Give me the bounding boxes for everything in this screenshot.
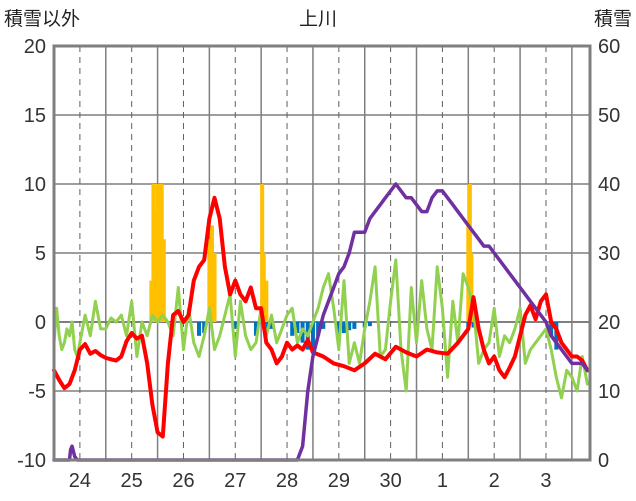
y-right-axis-label: 積雪 [594, 8, 632, 30]
precip-bar [264, 280, 269, 322]
plot-frame [52, 44, 592, 462]
x-tick-label: 24 [69, 470, 91, 492]
y-left-tick-label: -10 [17, 450, 46, 472]
negative_bars-bar [310, 322, 315, 350]
y-right-tick-label: 50 [598, 105, 620, 127]
x-tick-label: 28 [276, 470, 298, 492]
x-tick-label: 2 [489, 470, 500, 492]
precip-bar [155, 184, 160, 322]
y-right-tick-label: 10 [598, 381, 620, 403]
y-right-tick-label: 30 [598, 243, 620, 265]
series-lines [52, 182, 590, 462]
negative_bars-bar [202, 322, 207, 334]
chart-title: 上川 [299, 8, 337, 30]
precip-bar [161, 239, 166, 322]
y-left-ticks: 20 15 10 5 0 -5 -10 [17, 36, 46, 472]
negative_bars-bar [295, 322, 300, 334]
temperature-line [52, 195, 590, 439]
y-right-tick-label: 40 [598, 174, 620, 196]
x-tick-label: 25 [121, 470, 143, 492]
y-right-tick-label: 60 [598, 36, 620, 58]
y-left-tick-label: -5 [28, 381, 46, 403]
y-left-tick-label: 20 [24, 36, 46, 58]
negative_bars-bar [264, 322, 269, 332]
negative_bars-bar [352, 322, 357, 329]
x-tick-label: 30 [379, 470, 401, 492]
precip-bar [209, 225, 214, 322]
y-left-tick-label: 15 [24, 105, 46, 127]
y-left-axis-label: 積雪以外 [4, 8, 80, 30]
negative_bars-bar [367, 322, 372, 327]
bars [149, 184, 559, 350]
y-right-tick-label: 0 [598, 450, 609, 472]
precip-bar [153, 211, 158, 322]
negative_bars-bar [347, 322, 352, 331]
snow_depth-line [52, 182, 590, 462]
negative_bars-bar [554, 322, 559, 350]
negative_bars-bar [233, 322, 238, 329]
precip-bar [149, 280, 154, 322]
precip-bar [159, 184, 164, 322]
precip-bar [207, 239, 212, 322]
wind-line [52, 258, 589, 400]
x-tick-label: 1 [437, 470, 448, 492]
negative_bars-bar [549, 322, 554, 336]
negative_bars-bar [290, 322, 295, 336]
negative_bars-bar [253, 322, 258, 336]
negative_bars-bar [471, 322, 476, 328]
y-left-tick-label: 10 [24, 174, 46, 196]
y-left-tick-label: 0 [35, 312, 46, 334]
precip-bar [157, 184, 162, 322]
negative_bars-bar [197, 322, 202, 336]
precip-bar [151, 184, 156, 322]
x-tick-label: 26 [172, 470, 194, 492]
negative_bars-bar [342, 322, 347, 334]
precip-bar [469, 253, 474, 322]
grid [54, 45, 590, 461]
negative_bars-bar [321, 322, 326, 329]
y-left-tick-label: 5 [35, 243, 46, 265]
y-right-tick-label: 20 [598, 312, 620, 334]
precip-bar [261, 253, 266, 322]
x-ticks: 24 25 26 27 28 29 30 1 2 3 [69, 470, 552, 492]
x-tick-label: 3 [540, 470, 551, 492]
negative_bars-bar [336, 322, 341, 336]
negative_bars-bar [269, 322, 274, 329]
x-tick-label: 27 [224, 470, 246, 492]
y-right-ticks: 60 50 40 30 20 10 0 [598, 36, 620, 472]
precip-bar [212, 253, 217, 322]
x-tick-label: 29 [328, 470, 350, 492]
